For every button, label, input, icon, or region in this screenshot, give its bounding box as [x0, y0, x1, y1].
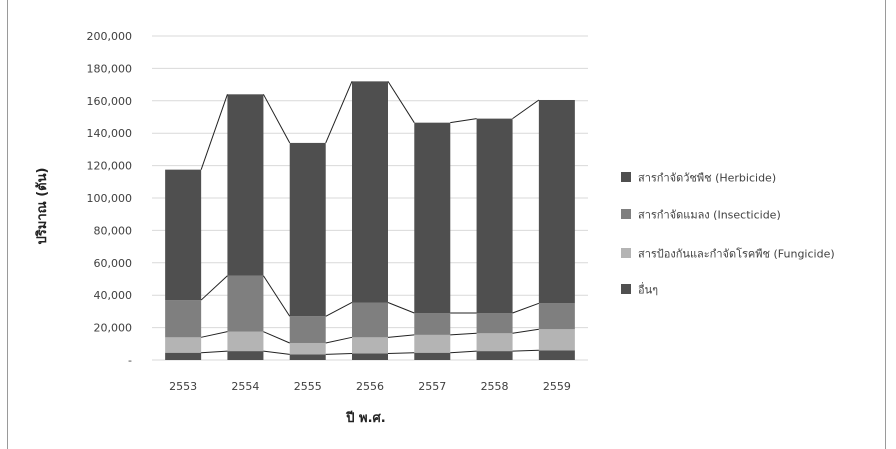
y-axis-ticks: - 20,000 40,000 60,000 80,000 100,000 120,000 1…	[87, 30, 133, 367]
series-connector-line	[512, 349, 539, 352]
x-tick-label: 2559	[543, 380, 571, 393]
series-connector-line	[387, 302, 415, 314]
bar-segment	[538, 99, 575, 304]
bar-segment	[165, 337, 202, 353]
bar-segment	[165, 169, 202, 301]
legend-swatch	[621, 248, 631, 258]
series-connector-line	[450, 350, 477, 354]
y-tick-label: 140,000	[87, 127, 133, 140]
bar-segment	[414, 122, 451, 314]
x-tick-label: 2556	[356, 380, 384, 393]
series-lines	[200, 81, 540, 355]
legend-swatch	[621, 172, 631, 182]
y-axis-title: ปริมาณ (ตัน)	[35, 168, 50, 245]
bar-segment	[352, 81, 388, 303]
series-connector-line	[325, 336, 353, 344]
series-connector-line	[512, 99, 540, 120]
bar-segment	[227, 94, 264, 276]
series-connector-line	[325, 353, 353, 355]
y-tick-label: 100,000	[87, 192, 133, 205]
x-tick-label: 2554	[231, 380, 259, 393]
series-connector-line	[200, 275, 228, 301]
bar-segment	[352, 353, 388, 360]
bar-segment	[227, 275, 264, 332]
series-connector-line	[450, 118, 477, 124]
legend-label: อื่นๆ	[638, 282, 658, 297]
y-tick-label: 160,000	[87, 95, 133, 108]
bar-segment	[414, 334, 451, 353]
series-connector-line	[512, 302, 540, 314]
legend-label: สารกำจัดแมลง (Insecticide)	[638, 209, 781, 222]
bars	[165, 81, 575, 360]
bar-segment	[414, 352, 451, 360]
bar-segment	[414, 313, 451, 335]
series-connector-line	[263, 275, 291, 317]
series-connector-line	[387, 334, 415, 338]
series-connector-line	[387, 352, 415, 355]
legend: สารกำจัดวัชพืช (Herbicide) สารกำจัดแมลง (…	[621, 172, 835, 297]
legend-label: สารป้องกันและกำจัดโรคพืช (Fungicide)	[638, 247, 835, 261]
bar-segment	[289, 316, 326, 343]
chart-frame	[7, 0, 886, 449]
bar-segment	[289, 342, 326, 355]
x-tick-label: 2557	[418, 380, 446, 393]
bar-segment	[476, 351, 513, 360]
bar-segment	[289, 142, 326, 317]
y-tick-label: 180,000	[87, 62, 133, 75]
x-tick-label: 2553	[169, 380, 197, 393]
y-tick-label: 200,000	[87, 30, 133, 43]
series-connector-line	[262, 94, 291, 144]
y-tick-label: 40,000	[94, 289, 133, 302]
series-connector-line	[263, 350, 290, 355]
legend-swatch	[621, 209, 631, 219]
series-connector-line	[263, 331, 290, 344]
x-tick-label: 2555	[294, 380, 322, 393]
y-tick-label: 60,000	[94, 257, 133, 270]
bar-segment	[476, 313, 513, 334]
bar-segment	[538, 350, 575, 360]
bar-segment	[538, 303, 575, 330]
series-connector-line	[325, 302, 353, 317]
x-axis-title: ปี พ.ศ.	[345, 410, 386, 426]
y-tick-label: 120,000	[87, 160, 133, 173]
x-tick-label: 2558	[481, 380, 509, 393]
bar-segment	[352, 337, 388, 354]
series-connector-line	[325, 81, 353, 144]
bar-segment	[227, 331, 264, 352]
y-tick-label: 20,000	[94, 322, 133, 335]
series-connector-line	[201, 331, 228, 338]
bar-segment	[227, 351, 264, 360]
series-connector-line	[450, 332, 477, 336]
x-axis-ticks: 2553 2554 2555 2556 2557 2558 2559	[169, 380, 571, 393]
bar-segment	[352, 302, 388, 338]
series-connector-line	[387, 81, 415, 123]
bar-segment	[289, 354, 326, 360]
y-tick-label: 80,000	[94, 224, 133, 237]
bar-segment	[165, 300, 202, 338]
y-tick-label: -	[128, 354, 132, 367]
bar-segment	[476, 118, 513, 314]
series-connector-line	[200, 94, 228, 170]
bar-segment	[165, 352, 202, 360]
legend-swatch	[621, 284, 631, 294]
bar-segment	[476, 333, 513, 352]
series-connector-line	[201, 350, 228, 354]
legend-label: สารกำจัดวัชพืช (Herbicide)	[638, 172, 776, 185]
series-connector-line	[512, 328, 539, 334]
bar-segment	[538, 329, 575, 351]
